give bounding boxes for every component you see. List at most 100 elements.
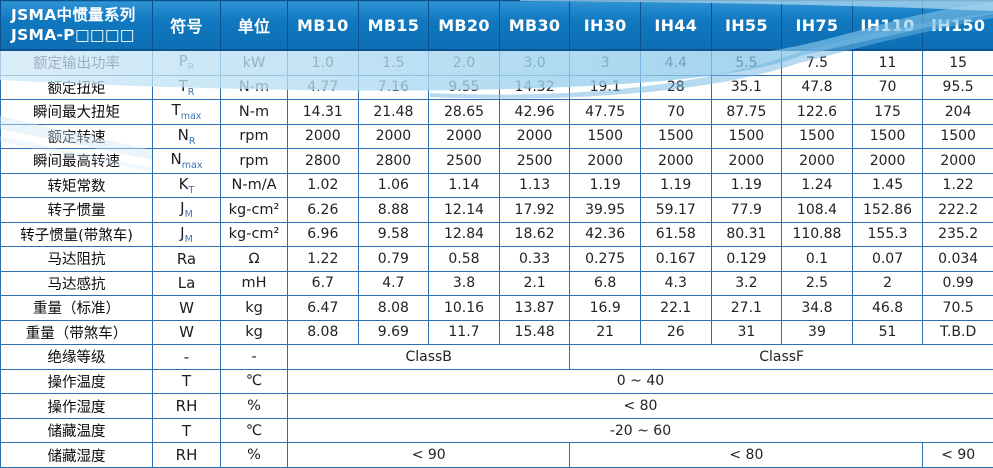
value-cell: 11.7 xyxy=(428,319,500,346)
column-header-ih30: IH30 xyxy=(569,0,641,51)
row-label: 转矩常数 xyxy=(0,172,153,199)
value-cell: 2000 xyxy=(498,123,571,150)
symbol-cell: La xyxy=(152,270,221,297)
value-cell: 34.8 xyxy=(781,295,853,321)
symbol-cell: Ra xyxy=(152,246,221,272)
value-cell: 4.3 xyxy=(639,270,712,297)
unit-cell: % xyxy=(220,393,288,419)
table-row: 额定输出功率 PR kW 1.0 1.5 2.0 3.0 3 4.4 5.5 7.5 11 15 xyxy=(0,49,993,76)
row-label: 瞬间最大扭矩 xyxy=(0,99,153,125)
symbol-text: RH xyxy=(175,397,198,415)
value-cell: 4.77 xyxy=(287,74,359,101)
value-cell: 39.95 xyxy=(569,197,641,223)
value-cell: 2800 xyxy=(357,148,430,174)
value-cell: 51 xyxy=(851,319,924,346)
value-cell: < 90 xyxy=(922,442,993,468)
unit-cell: kW xyxy=(220,49,288,76)
value-cell: 110.88 xyxy=(781,221,853,248)
symbol-cell: PR xyxy=(152,49,221,76)
value-cell: 28.65 xyxy=(428,99,500,125)
unit-cell: N-m xyxy=(220,74,288,101)
value-cell: 4.4 xyxy=(639,49,712,76)
unit-cell: % xyxy=(220,442,288,468)
value-cell: 108.4 xyxy=(781,197,853,223)
value-cell: 15 xyxy=(922,49,993,76)
column-header-mb30: MB30 xyxy=(498,0,571,51)
value-cell: 6.47 xyxy=(287,295,359,321)
value-cell: 1.19 xyxy=(569,172,641,199)
column-header-symbol: 符号 xyxy=(152,0,221,51)
value-cell: 1.02 xyxy=(287,172,359,199)
value-cell: 13.87 xyxy=(498,295,571,321)
value-cell: 6.8 xyxy=(569,270,641,297)
value-cell: 42.36 xyxy=(569,221,641,248)
row-label: 马达感抗 xyxy=(0,270,153,297)
value-cell: 122.6 xyxy=(781,99,853,125)
value-cell: 22.1 xyxy=(639,295,712,321)
symbol-cell: - xyxy=(152,344,221,370)
value-cell: 155.3 xyxy=(851,221,924,248)
value-cell: 1.45 xyxy=(851,172,924,199)
value-cell: 2500 xyxy=(498,148,571,174)
value-cell: 7.5 xyxy=(781,49,853,76)
table-row: 马达感抗 La mH 6.7 4.7 3.8 2.1 6.8 4.3 3.2 2.5 2 0.99 xyxy=(0,270,993,297)
value-cell: 1.0 xyxy=(287,49,359,76)
value-cell: 0.99 xyxy=(922,270,993,297)
symbol-cell: Tmax xyxy=(152,99,221,125)
value-cell: 1500 xyxy=(639,123,712,150)
row-label: 额定转速 xyxy=(0,123,153,150)
symbol-cell: T xyxy=(152,417,221,444)
unit-cell: kg xyxy=(220,319,288,346)
value-cell: 8.88 xyxy=(357,197,430,223)
value-cell: 95.5 xyxy=(922,74,993,101)
value-cell: 0.129 xyxy=(710,246,783,272)
symbol-subscript: T xyxy=(188,184,195,196)
value-cell: 3.8 xyxy=(428,270,500,297)
series-title-line1: JSMA中惯量系列 xyxy=(11,5,136,24)
value-cell: 12.14 xyxy=(428,197,500,223)
value-cell: 2.1 xyxy=(498,270,571,297)
value-cell: 77.9 xyxy=(710,197,783,223)
value-cell: 2.0 xyxy=(428,49,500,76)
symbol-text: P xyxy=(178,52,188,71)
table-row: 绝缘等级 - - ClassB ClassF xyxy=(0,344,993,370)
row-label: 转子惯量 xyxy=(0,197,153,223)
value-cell: 1.06 xyxy=(357,172,430,199)
value-cell: 21.48 xyxy=(357,99,430,125)
unit-cell: - xyxy=(220,344,288,370)
column-header-mb20: MB20 xyxy=(428,0,500,51)
value-cell: 2000 xyxy=(851,148,924,174)
value-cell: 8.08 xyxy=(357,295,430,321)
value-cell: T.B.D xyxy=(922,319,993,346)
symbol-text: W xyxy=(179,323,194,342)
value-cell: ClassB xyxy=(286,344,571,370)
value-cell: 2000 xyxy=(781,148,853,174)
symbol-text: J xyxy=(180,199,185,218)
value-cell: 2000 xyxy=(428,123,500,150)
table-row: 马达阻抗 Ra Ω 1.22 0.79 0.58 0.33 0.275 0.167 0.129 0.… xyxy=(0,246,993,272)
symbol-subscript: R xyxy=(188,135,196,147)
value-cell: 5.5 xyxy=(710,49,783,76)
value-cell: 46.8 xyxy=(851,295,924,321)
table-row: 操作湿度 RH% < 80 xyxy=(0,393,993,419)
value-cell: 17.92 xyxy=(498,197,571,223)
value-cell: 12.84 xyxy=(428,221,500,248)
value-cell: 235.2 xyxy=(922,221,993,248)
symbol-cell: W xyxy=(152,295,221,321)
value-cell: 0.79 xyxy=(357,246,430,272)
column-header-ih55: IH55 xyxy=(710,0,783,51)
table-row: 额定扭矩 TR N-m 4.77 7.16 9.55 14.32 19.1 28 35.1 47.8… xyxy=(0,74,993,101)
value-cell: 3.0 xyxy=(498,49,571,76)
symbol-cell: RH xyxy=(152,442,221,468)
symbol-text: Ra xyxy=(176,249,197,268)
value-cell: 9.69 xyxy=(357,319,430,346)
symbol-subscript: max xyxy=(180,111,202,123)
value-cell: 26 xyxy=(639,319,712,346)
row-label: 马达阻抗 xyxy=(0,246,153,272)
symbol-subscript: M xyxy=(184,209,193,221)
symbol-text: T xyxy=(171,101,181,120)
row-label: 储藏湿度 xyxy=(0,442,153,468)
column-header-mb10: MB10 xyxy=(287,0,359,51)
table-row: 额定转速 NR rpm 2000 2000 2000 2000 1500 1500 1500 150… xyxy=(0,123,993,150)
